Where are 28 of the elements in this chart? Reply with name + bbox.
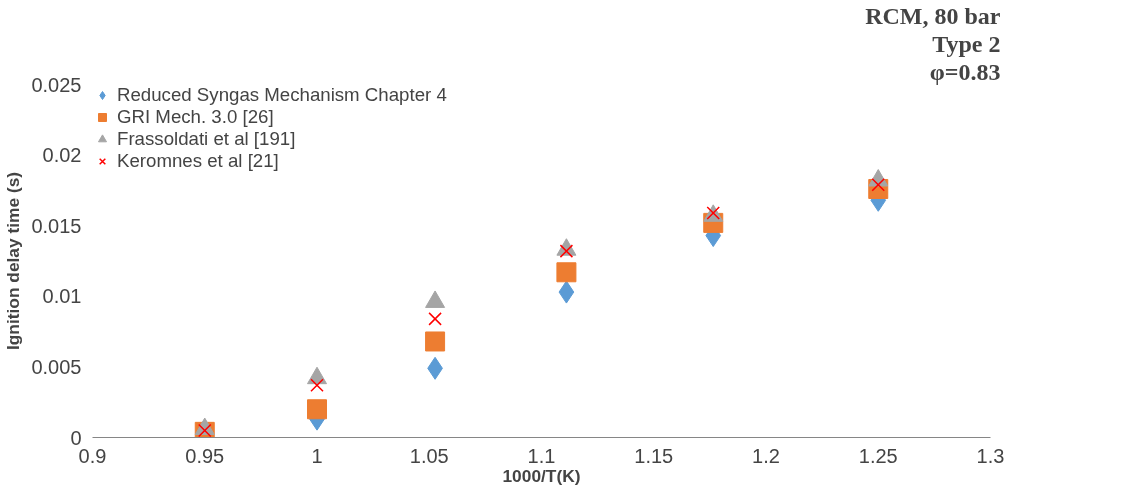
x-axis-title: 1000/T(K) — [502, 465, 581, 486]
text: RCM, 80 bar — [865, 2, 1001, 29]
x-tick-label: 1.05 — [409, 444, 449, 467]
x-tick-label: 1.25 — [858, 444, 898, 467]
y-axis-title: Ignition delay time (s) — [3, 171, 24, 351]
y-tick-label: 0.005 — [31, 355, 82, 378]
x-tick-label: 0.95 — [185, 444, 225, 467]
x-tick-label: 1.15 — [634, 444, 674, 467]
legend-label: Reduced Syngas Mechanism Chapter 4 — [117, 84, 447, 106]
legend-label: GRI Mech. 3.0 [26] — [117, 106, 274, 128]
point — [307, 399, 327, 420]
point — [428, 312, 442, 326]
annotation: φ=0.83 — [929, 58, 1001, 85]
text: Type 2 — [932, 30, 1001, 57]
y-tick-label: 0.025 — [31, 73, 82, 96]
legend-label: Keromnes et al [21] — [117, 150, 279, 172]
x-tick-label: 1 — [311, 444, 323, 467]
point — [558, 280, 575, 304]
point — [556, 262, 577, 283]
y-tick-label: 0.02 — [42, 144, 82, 167]
y-tick-label: 0.015 — [31, 214, 82, 237]
x-tick-label: 1.2 — [752, 444, 780, 467]
y-tick-label: 0.01 — [42, 285, 82, 308]
legend-label: Frassoldati et al [191] — [117, 128, 296, 150]
x-tick-label: 1.3 — [976, 444, 1005, 467]
point — [425, 331, 446, 352]
point — [310, 378, 324, 393]
x-tick-label: 1.1 — [527, 444, 556, 467]
